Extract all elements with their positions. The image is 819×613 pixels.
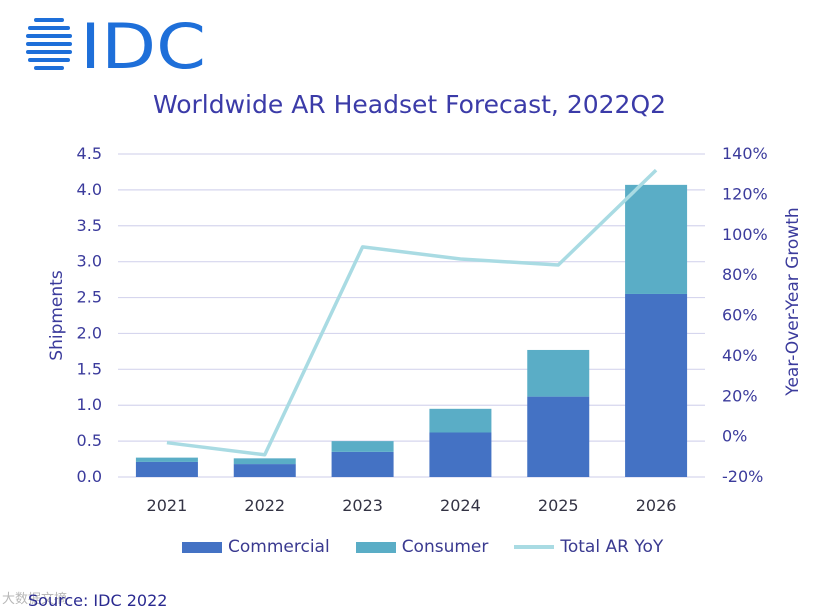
legend-swatch-yoy <box>514 545 555 549</box>
y-right-tick-label: 120% <box>722 184 768 203</box>
y-right-tick-label: 60% <box>722 306 758 325</box>
y-right-tick-label: 20% <box>722 386 758 405</box>
x-tick-label: 2023 <box>342 496 383 515</box>
bar-commercial <box>625 293 688 477</box>
bar-consumer <box>233 458 296 465</box>
y-right-tick-label: 80% <box>722 265 758 284</box>
legend-label-commercial: Commercial <box>228 537 330 557</box>
y-tick-label: 3.5 <box>77 216 102 235</box>
x-tick-label: 2022 <box>244 496 285 515</box>
y-right-tick-label: -20% <box>722 467 763 486</box>
bar-commercial <box>429 432 492 477</box>
bar-commercial <box>331 451 394 477</box>
y-tick-label: 0.0 <box>77 467 102 486</box>
y-tick-label: 2.0 <box>77 323 102 342</box>
bar-consumer <box>331 441 394 452</box>
y-tick-label: 1.0 <box>77 395 102 414</box>
yoy-line <box>166 168 658 457</box>
y-right-tick-label: 40% <box>722 346 758 365</box>
legend-label-consumer: Consumer <box>401 537 489 557</box>
y-right-tick-label: 0% <box>722 427 747 446</box>
legend-label-yoy: Total AR YoY <box>560 537 664 557</box>
source-note: Source: IDC 2022 <box>28 591 168 610</box>
bar-consumer <box>625 184 688 294</box>
x-tick-label: 2025 <box>538 496 579 515</box>
chart-legend: Commercial Consumer Total AR YoY <box>182 536 689 558</box>
legend-item-commercial: Commercial <box>182 537 330 557</box>
bar-commercial <box>135 461 198 477</box>
idc-logo: IDC <box>26 12 206 74</box>
bar-commercial <box>233 464 296 477</box>
x-tick-label: 2021 <box>147 496 188 515</box>
legend-item-yoy: Total AR YoY <box>514 537 663 557</box>
chart-title: Worldwide AR Headset Forecast, 2022Q2 <box>152 90 667 119</box>
y-tick-label: 2.5 <box>77 288 102 307</box>
watermark: 大数据文摘 <box>2 592 68 607</box>
bar-consumer <box>429 408 492 433</box>
x-tick-label: 2026 <box>636 496 677 515</box>
legend-item-consumer: Consumer <box>355 537 489 557</box>
y-axis-label: Shipments <box>47 270 67 361</box>
x-tick-label: 2024 <box>440 496 481 515</box>
bar-consumer <box>527 349 590 397</box>
y-right-tick-label: 100% <box>722 225 768 244</box>
y-tick-label: 0.5 <box>77 431 102 450</box>
legend-swatch-consumer <box>355 541 396 553</box>
globe-icon <box>26 18 72 70</box>
y-tick-label: 4.5 <box>77 144 102 163</box>
y-tick-label: 4.0 <box>77 180 102 199</box>
y-right-tick-label: 140% <box>722 144 768 163</box>
logo-text: IDC <box>80 12 206 74</box>
y-tick-label: 3.0 <box>77 252 102 271</box>
bar-commercial <box>527 396 590 477</box>
bar-consumer <box>135 457 198 462</box>
y-tick-label: 1.5 <box>77 359 102 378</box>
y-right-axis-label: Year-Over-Year Growth <box>783 207 803 396</box>
legend-swatch-commercial <box>182 541 222 553</box>
